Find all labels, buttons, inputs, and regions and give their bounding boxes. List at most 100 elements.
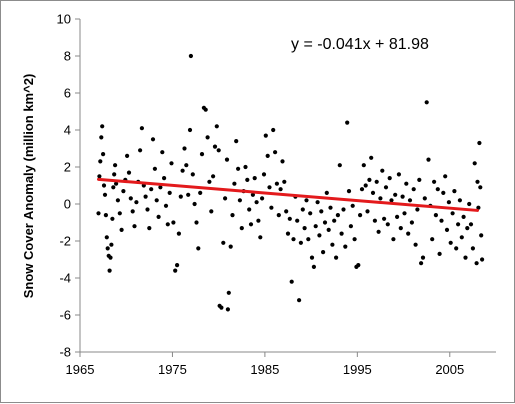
data-point	[361, 163, 366, 168]
data-point	[110, 216, 115, 221]
data-point	[424, 100, 429, 105]
data-point	[432, 179, 437, 184]
y-tick-label: 2	[64, 160, 71, 175]
data-point	[459, 235, 464, 240]
data-point	[173, 268, 178, 273]
data-point	[269, 205, 274, 210]
data-point	[345, 120, 350, 125]
data-point	[199, 152, 205, 157]
y-tick-label: 0	[64, 197, 71, 212]
data-point	[396, 172, 401, 177]
data-point	[186, 192, 191, 197]
data-point	[265, 153, 270, 158]
data-point	[224, 157, 230, 162]
data-point	[187, 127, 193, 133]
data-point	[426, 157, 431, 162]
y-tick-label: 8	[64, 49, 71, 64]
y-tick-label: 6	[64, 86, 71, 101]
data-point	[461, 214, 466, 219]
data-point	[134, 200, 139, 205]
y-tick-label: -2	[59, 234, 71, 249]
data-point	[130, 209, 135, 214]
data-point	[145, 207, 150, 212]
data-point	[430, 237, 435, 242]
data-point	[433, 213, 438, 218]
data-point	[406, 231, 411, 236]
data-point	[479, 233, 484, 238]
data-point	[402, 211, 407, 216]
data-point	[369, 155, 374, 160]
data-point	[363, 183, 368, 188]
data-point	[282, 179, 287, 184]
data-point	[160, 150, 165, 155]
data-point	[359, 187, 365, 192]
x-tick-label: 1965	[66, 362, 95, 377]
x-tick-label: 1985	[250, 362, 279, 377]
data-point	[476, 205, 481, 210]
trendline	[96, 177, 480, 212]
data-point	[367, 177, 372, 182]
data-point	[100, 124, 105, 129]
data-point	[475, 179, 480, 184]
data-point	[437, 251, 442, 256]
data-point	[477, 140, 482, 146]
y-tick-label: -4	[59, 271, 71, 286]
data-point	[132, 224, 137, 229]
data-point	[295, 218, 300, 223]
data-point	[348, 224, 353, 229]
data-point	[162, 176, 167, 181]
data-point	[198, 190, 203, 195]
data-point	[297, 298, 302, 303]
data-point	[478, 185, 483, 190]
data-point	[112, 172, 117, 177]
data-point	[221, 240, 226, 245]
data-point	[237, 198, 242, 203]
data-point	[263, 133, 268, 138]
data-point	[465, 226, 470, 231]
data-point	[321, 250, 326, 255]
data-point	[380, 168, 385, 173]
data-point	[454, 246, 459, 251]
data-point	[115, 198, 120, 203]
data-point	[315, 200, 320, 205]
data-point	[232, 181, 237, 186]
data-point	[385, 222, 390, 227]
data-point	[261, 172, 267, 177]
data-point	[374, 179, 379, 184]
data-point	[111, 185, 116, 190]
data-point	[194, 220, 199, 225]
x-tick-label: 2005	[435, 362, 464, 377]
data-point	[214, 124, 219, 129]
data-point	[343, 244, 348, 249]
data-point	[346, 189, 352, 194]
data-points	[96, 53, 485, 312]
data-point	[326, 227, 331, 232]
y-tick-label: 4	[64, 123, 71, 138]
data-point	[309, 255, 315, 260]
data-point	[300, 207, 305, 212]
data-point	[230, 213, 235, 218]
data-point	[108, 255, 113, 260]
data-point	[117, 211, 122, 216]
x-tick-labels: 1965 1975 1985 1995 2005	[66, 362, 465, 377]
trendline-equation: y = -0.041x + 81.98	[291, 36, 429, 53]
data-point	[278, 187, 283, 192]
data-point	[203, 107, 208, 112]
data-point	[234, 139, 239, 144]
data-point	[260, 196, 265, 201]
data-point	[376, 229, 381, 234]
data-point	[243, 164, 248, 170]
data-point	[467, 201, 472, 207]
data-point	[387, 176, 392, 181]
data-point	[446, 200, 451, 205]
data-point	[472, 161, 477, 166]
data-point	[190, 172, 195, 177]
data-point	[322, 220, 328, 225]
data-point	[391, 237, 396, 242]
data-point	[287, 216, 292, 221]
data-point	[163, 203, 169, 208]
data-point	[207, 179, 212, 184]
data-point	[409, 220, 414, 225]
data-point	[350, 203, 355, 208]
